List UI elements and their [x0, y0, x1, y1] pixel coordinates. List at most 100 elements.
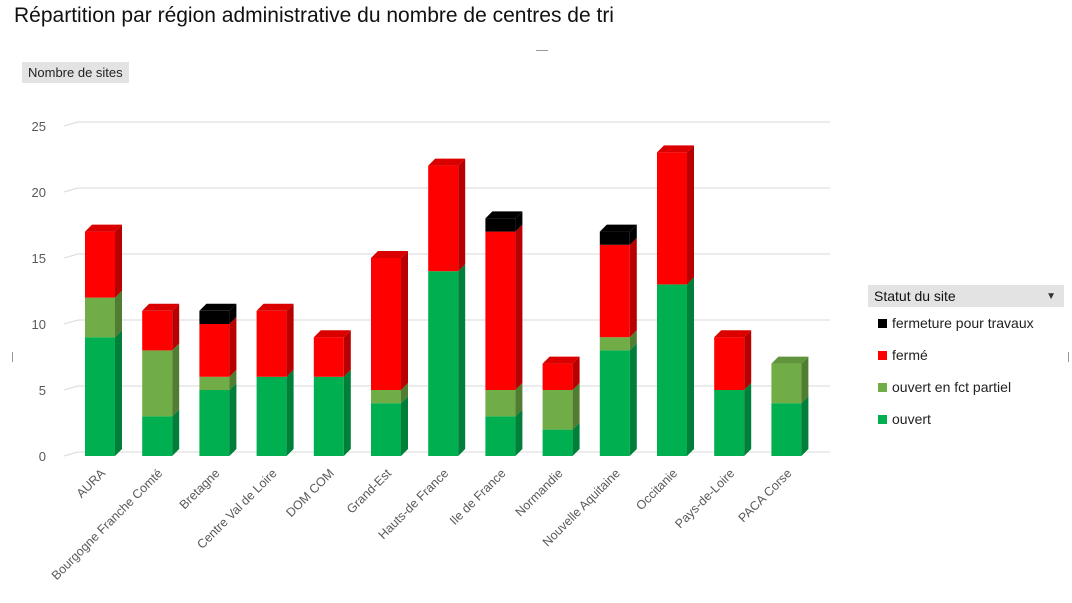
y-tick-label: 20 — [32, 185, 46, 200]
legend: Statut du site ▼ fermeture pour travaux f… — [868, 285, 1064, 435]
x-tick-label: DOM COM — [283, 466, 337, 520]
bar-segment — [599, 244, 630, 338]
legend-item[interactable]: fermeture pour travaux — [868, 307, 1064, 339]
bar-segment — [85, 231, 115, 298]
bar-segment-side — [629, 343, 637, 456]
bar-segment-side — [115, 330, 122, 456]
bar-segment — [371, 258, 401, 390]
bar-segment-side — [286, 303, 294, 377]
gridline-depth — [63, 121, 79, 127]
page-title: Répartition par région administrative du… — [14, 4, 614, 27]
bar-segment — [142, 416, 173, 456]
legend-title: Statut du site — [874, 288, 956, 304]
y-axis-ticks: 0 5 10 15 20 25 — [32, 119, 46, 464]
dropdown-caret-icon[interactable]: ▼ — [1046, 290, 1056, 302]
x-tick-label: Bretagne — [177, 466, 223, 512]
legend-item[interactable]: fermé — [868, 339, 1064, 371]
bar-segment-side — [229, 383, 237, 456]
legend-swatch — [878, 382, 887, 392]
bar-segment — [714, 337, 745, 390]
bar-segment-side — [629, 224, 637, 245]
bar-top — [428, 158, 466, 166]
bar-segment — [85, 297, 115, 338]
bar-segment-side — [343, 330, 351, 377]
bar-segment — [199, 310, 230, 324]
bar-segment-side — [401, 251, 408, 390]
legend-label: fermeture pour travaux — [892, 315, 1034, 331]
bar-segment — [714, 390, 745, 456]
bar-top — [313, 330, 351, 338]
bar-segment-side — [172, 409, 180, 456]
bar-segment-side — [572, 356, 580, 390]
bar-segment-side — [172, 303, 180, 351]
x-tick-label: Occitanie — [633, 466, 680, 513]
bar-segment — [142, 350, 173, 417]
x-tick-label: Bourgogne Franche Comté — [49, 466, 166, 583]
y-tick-label: 5 — [39, 383, 46, 398]
bar-segment — [485, 218, 516, 232]
bar-segment — [142, 310, 173, 351]
bar-segment-side — [572, 383, 580, 430]
legend-swatch — [878, 318, 887, 328]
bar-segment — [371, 403, 401, 456]
bar-segment-side — [286, 369, 294, 456]
decorative-dash — [536, 50, 548, 51]
bar-segment — [599, 231, 630, 245]
bar-segment-side — [744, 330, 752, 390]
bar-segment — [199, 376, 230, 390]
legend-swatch — [878, 414, 887, 424]
bar-top — [599, 224, 637, 232]
bar-segment-side — [458, 264, 466, 456]
bar-segment-side — [801, 356, 809, 404]
bar-segment-side — [343, 369, 351, 456]
bar-segment — [599, 337, 630, 351]
bar-top — [256, 303, 294, 311]
bar-top — [371, 251, 408, 258]
bar-segment — [428, 165, 459, 272]
bar-segment-side — [115, 290, 122, 338]
bar-segment-side — [515, 211, 523, 232]
gridline-depth — [63, 385, 79, 391]
legend-item[interactable]: ouvert en fct partiel — [868, 371, 1064, 403]
bar-top — [485, 211, 523, 219]
bar-segment-side — [229, 303, 237, 324]
legend-item[interactable]: ouvert — [868, 403, 1064, 435]
gridline-depth — [63, 451, 79, 457]
x-tick-label: Ile de France — [447, 466, 509, 528]
bar-segment — [599, 350, 630, 456]
legend-header[interactable]: Statut du site ▼ — [868, 285, 1064, 307]
bar-segment — [371, 390, 401, 404]
bar-segment-side — [401, 396, 408, 456]
legend-label: ouvert — [892, 411, 931, 427]
bar-top — [657, 145, 694, 153]
bar-segment — [85, 337, 115, 456]
bar-segment-side — [515, 383, 523, 417]
x-tick-label: Pays-de-Loire — [672, 466, 737, 531]
bar-segment-side — [572, 422, 580, 456]
bar-segment-side — [458, 158, 466, 272]
bar-top — [142, 303, 180, 311]
y-tick-label: 10 — [32, 317, 46, 332]
gridline-depth — [63, 253, 79, 259]
bar-segment — [313, 337, 344, 377]
bar-segment-side — [401, 383, 408, 404]
bar-segment — [313, 376, 344, 456]
legend-swatch — [878, 350, 887, 360]
bars — [85, 145, 809, 456]
bar-segment-side — [515, 409, 523, 456]
bar-segment — [657, 284, 687, 456]
left-edge-mark — [12, 352, 13, 362]
bar-segment-side — [115, 224, 122, 298]
y-tick-label: 15 — [32, 251, 46, 266]
right-edge-mark — [1068, 352, 1069, 362]
bar-top — [199, 303, 237, 311]
bar-segment-side — [172, 343, 180, 417]
bar-segment-side — [629, 237, 637, 338]
bar-segment — [199, 324, 230, 377]
x-tick-label: Normandie — [513, 466, 566, 519]
bar-segment — [256, 310, 287, 377]
x-tick-label: AURA — [74, 466, 109, 501]
bar-segment — [485, 416, 516, 456]
